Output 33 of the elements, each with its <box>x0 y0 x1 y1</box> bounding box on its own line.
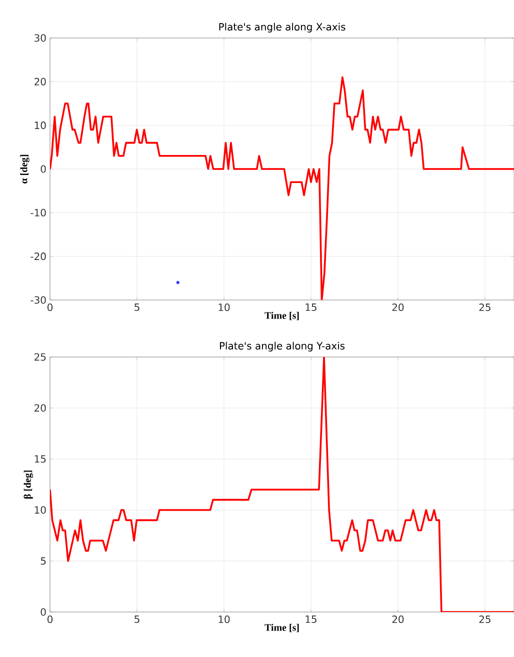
y-tick-label: 15 <box>34 455 46 463</box>
x-tick-label: 0 <box>47 616 52 624</box>
line-series <box>50 356 514 612</box>
x-tick-label: 20 <box>392 616 404 624</box>
y-tick-label: 10 <box>34 122 46 130</box>
x-tick-label: 15 <box>306 304 316 311</box>
y-tick-label: 0 <box>40 165 46 173</box>
y-tick-label: 5 <box>40 557 46 565</box>
y-tick-label: -10 <box>30 208 46 216</box>
y-tick-label: -30 <box>30 296 46 304</box>
y-tick-label: 20 <box>34 78 46 86</box>
x-axis-title: Time [s] <box>264 312 299 320</box>
y-axis-title: α [deg] <box>20 154 30 184</box>
x-tick-label: 5 <box>134 616 140 623</box>
x-tick-label: 0 <box>47 304 52 312</box>
chart-title: Plate's angle along Y-axis <box>220 342 344 352</box>
x-tick-label: 10 <box>218 304 230 312</box>
x-tick-label: 25 <box>479 616 490 624</box>
y-tick-label: 0 <box>40 608 46 616</box>
y-tick-label: -20 <box>30 252 46 260</box>
x-tick-label: 5 <box>134 304 140 311</box>
x-tick-label: 10 <box>218 616 230 624</box>
y-tick-label: 25 <box>34 353 46 361</box>
x-tick-label: 15 <box>306 616 316 623</box>
y-tick-label: 30 <box>34 34 46 42</box>
y-tick-label: 10 <box>34 506 46 514</box>
x-tick-label: 20 <box>392 304 404 312</box>
line-series <box>50 76 514 300</box>
x-tick-label: 25 <box>479 304 490 312</box>
x-axis-title: Time [s] <box>264 624 299 632</box>
y-axis-title: β [deg] <box>24 470 33 499</box>
chart-title: Plate's angle along X-axis <box>219 22 346 32</box>
y-tick-label: 20 <box>34 404 46 412</box>
